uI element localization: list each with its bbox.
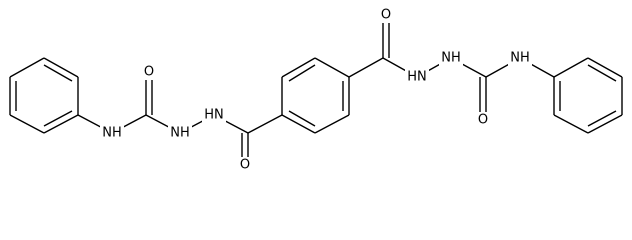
atom-labels: NH O NH HN O O HN NH O NH [100, 7, 532, 173]
molecule-diagram: NH O NH HN O O HN NH O NH [9, 7, 623, 173]
atom-label: O [381, 8, 391, 23]
atom-label: O [240, 158, 250, 173]
atom-label: NH [510, 51, 530, 66]
atom-label: HN [407, 70, 427, 85]
atom-label: NH [441, 51, 461, 66]
atom-label: O [144, 65, 154, 80]
atom-label: NH [170, 126, 190, 141]
atom-label: HN [204, 108, 224, 123]
atom-label: NH [102, 126, 122, 141]
atom-label: O [478, 113, 488, 128]
